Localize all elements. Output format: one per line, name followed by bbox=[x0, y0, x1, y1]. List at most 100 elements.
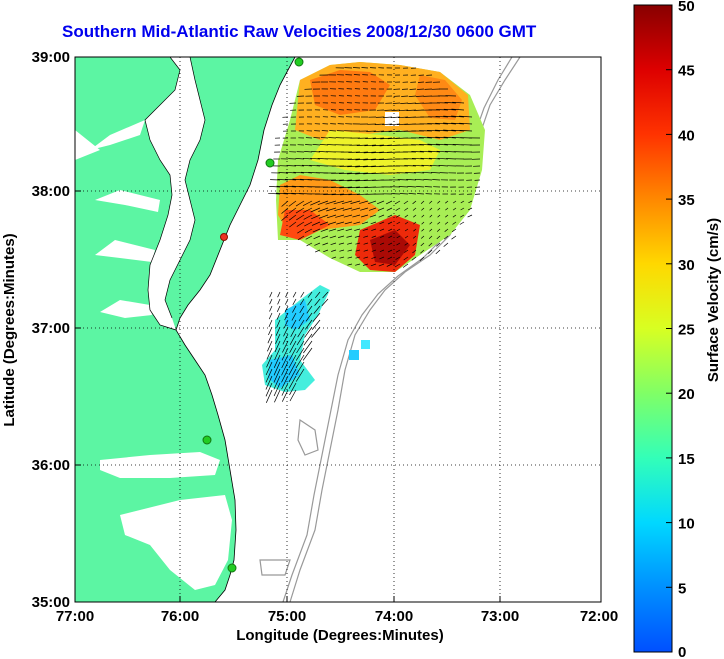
velocity-vector bbox=[359, 200, 369, 204]
velocity-vector bbox=[379, 249, 385, 253]
x-tick-label: 72:00 bbox=[580, 608, 618, 625]
velocity-vector bbox=[306, 305, 313, 314]
velocity-vector bbox=[345, 228, 353, 232]
velocity-vector bbox=[288, 207, 297, 214]
velocity-vector bbox=[297, 228, 305, 234]
velocity-vector bbox=[300, 291, 305, 298]
velocity-vector bbox=[437, 221, 441, 225]
velocity-vector bbox=[267, 340, 273, 352]
velocity-vector bbox=[436, 235, 441, 240]
velocity-vector bbox=[379, 242, 385, 245]
velocity-vector bbox=[379, 221, 385, 225]
velocity-vector bbox=[347, 179, 361, 182]
velocity-vector bbox=[292, 291, 297, 298]
velocity-vector bbox=[452, 200, 457, 204]
velocity-field-north bbox=[276, 62, 485, 272]
velocity-vector bbox=[275, 192, 289, 195]
velocity-vector bbox=[313, 137, 321, 139]
velocity-vector bbox=[347, 256, 353, 259]
velocity-vector bbox=[303, 214, 313, 220]
velocity-vector bbox=[451, 108, 465, 111]
velocity-vector bbox=[331, 179, 345, 181]
velocity-vector bbox=[305, 235, 313, 240]
velocity-vector bbox=[386, 263, 393, 267]
velocity-vector bbox=[323, 193, 337, 195]
velocity-vector bbox=[320, 137, 329, 139]
velocity-vector bbox=[314, 249, 321, 253]
velocity-vector bbox=[374, 123, 385, 125]
y-tick-label: 38:00 bbox=[32, 183, 70, 200]
velocity-vector bbox=[304, 228, 313, 234]
velocity-vector bbox=[311, 151, 321, 153]
velocity-vector bbox=[370, 263, 377, 267]
velocity-vector bbox=[348, 151, 361, 153]
x-tick-label: 77:00 bbox=[56, 608, 94, 625]
velocity-vector bbox=[387, 249, 393, 253]
velocity-vector bbox=[339, 186, 353, 189]
velocity-vector bbox=[313, 235, 321, 240]
radar-station-marker bbox=[294, 57, 304, 67]
velocity-vector bbox=[355, 158, 369, 161]
x-tick-label: 73:00 bbox=[481, 608, 519, 625]
velocity-vector bbox=[428, 150, 441, 153]
velocity-vector bbox=[322, 291, 329, 299]
velocity-vector bbox=[296, 333, 305, 346]
velocity-vector bbox=[356, 144, 369, 146]
velocity-vector bbox=[265, 389, 273, 403]
velocity-vector bbox=[459, 221, 465, 225]
velocity-vector bbox=[314, 242, 321, 246]
velocity-vector bbox=[366, 130, 377, 132]
velocity-vector bbox=[452, 207, 457, 211]
velocity-vector bbox=[413, 221, 417, 225]
velocity-vector bbox=[399, 109, 409, 112]
velocity-vector bbox=[273, 375, 281, 390]
velocity-vector bbox=[344, 221, 353, 225]
velocity-vector bbox=[339, 179, 353, 182]
velocity-vector bbox=[294, 164, 305, 167]
velocity-vector bbox=[289, 389, 297, 402]
velocity-vector bbox=[265, 382, 273, 397]
velocity-vector bbox=[337, 228, 345, 232]
velocity-vector bbox=[295, 368, 305, 382]
velocity-vector bbox=[362, 228, 369, 231]
bay-shoreline bbox=[144, 57, 206, 331]
colorbar-tick-label: 25 bbox=[678, 322, 695, 339]
velocity-vector bbox=[413, 214, 417, 218]
velocity-vector bbox=[295, 200, 305, 207]
velocity-vector bbox=[427, 136, 441, 139]
velocity-vector bbox=[412, 200, 417, 205]
velocity-vector bbox=[369, 214, 377, 218]
velocity-vector bbox=[429, 207, 433, 211]
velocity-vector bbox=[281, 347, 289, 361]
velocity-vector bbox=[387, 221, 393, 225]
velocity-vector bbox=[331, 186, 345, 189]
velocity-vector bbox=[274, 340, 281, 353]
velocity-vector bbox=[281, 368, 289, 383]
velocity-vector bbox=[305, 312, 313, 322]
velocity-vector bbox=[428, 235, 433, 239]
radar-station-marker bbox=[265, 158, 275, 168]
velocity-vector bbox=[355, 165, 369, 168]
x-tick-label: 76:00 bbox=[161, 608, 199, 625]
velocity-vector bbox=[292, 298, 297, 305]
y-tick-label: 35:00 bbox=[32, 594, 70, 611]
velocity-vector bbox=[451, 115, 465, 118]
y-tick-label: 36:00 bbox=[32, 457, 70, 474]
colorbar-ticks bbox=[666, 4, 672, 653]
velocity-vector bbox=[313, 305, 321, 314]
velocity-vector bbox=[394, 263, 401, 268]
velocity-vector bbox=[444, 143, 457, 146]
velocity-vector bbox=[351, 207, 361, 211]
velocity-vector bbox=[274, 389, 281, 403]
colorbar-tick-label: 35 bbox=[678, 192, 695, 209]
velocity-vector bbox=[275, 326, 281, 336]
velocity-vector bbox=[401, 95, 409, 97]
velocity-vector bbox=[424, 186, 433, 188]
colorbar-tick-label: 40 bbox=[678, 127, 695, 144]
velocity-vector bbox=[333, 200, 345, 205]
velocity-vector bbox=[362, 263, 369, 266]
velocity-vector bbox=[288, 361, 297, 376]
velocity-vector bbox=[329, 130, 337, 132]
velocity-vector bbox=[347, 158, 361, 160]
velocity-vector bbox=[460, 200, 465, 204]
